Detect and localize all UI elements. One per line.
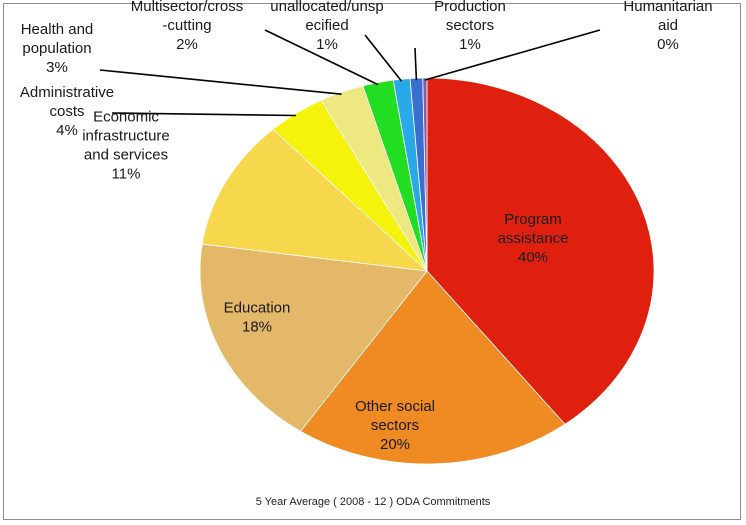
leader-line <box>99 69 342 95</box>
slice-label-program-assistance: Program assistance 40% <box>498 211 569 266</box>
pie-slice-economic-infrastructure-and-services <box>201 128 429 272</box>
slice-label-humanitarian-aid: Humanitarian aid 0% <box>623 0 712 53</box>
leader-line <box>414 47 418 81</box>
slice-label-multisector-cross-cutting: Multisector/cross -cutting 2% <box>131 0 244 53</box>
leader-line <box>264 29 379 86</box>
pie-slice-other-social-sectors <box>299 270 566 465</box>
chart-caption: 5 Year Average ( 2008 - 12 ) ODA Commitm… <box>255 496 491 508</box>
leader-line <box>424 29 601 81</box>
slice-label-education: Education 18% <box>224 300 291 336</box>
slice-label-administrative-costs: Administrative costs 4% <box>20 84 114 139</box>
slice-label-unallocated-unspecified: unallocated/unsp ecified 1% <box>270 0 383 53</box>
leader-line <box>111 112 296 117</box>
pie-slice-education <box>199 243 428 432</box>
slice-label-health-and-population: Health and population 3% <box>21 21 94 76</box>
slice-label-economic-infrastructure-and-services: Economic infrastructure and services 11% <box>82 109 170 183</box>
pie-slice-program-assistance <box>426 77 655 425</box>
leader-line <box>364 34 403 82</box>
slice-label-other-social-sectors: Other social sectors 20% <box>355 398 435 453</box>
slice-label-production-sectors: Production sectors 1% <box>434 0 506 53</box>
pie-slice-humanitarian-aid <box>422 77 428 272</box>
